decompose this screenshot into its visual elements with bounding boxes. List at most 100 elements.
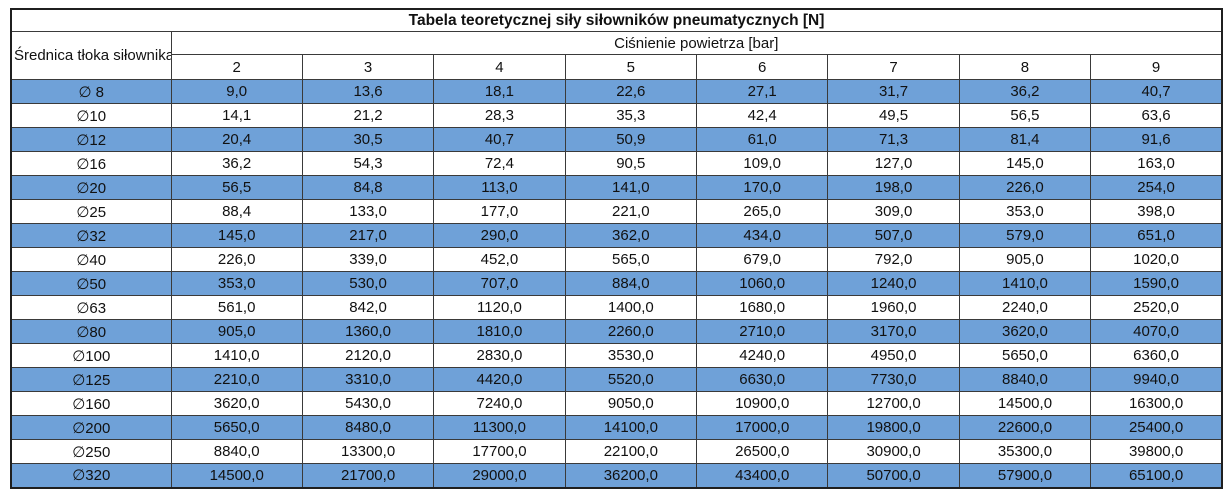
table-row: ∅250 8840,0 13300,0 17700,0 22100,0 26500,0 30…	[10, 439, 1223, 464]
diameter-cell: ∅25	[10, 199, 172, 224]
force-cell: 3620,0	[958, 319, 1092, 344]
force-cell: 177,0	[433, 199, 566, 224]
force-cell: 8840,0	[170, 439, 303, 464]
force-cell: 36,2	[958, 79, 1092, 104]
force-cell: 792,0	[827, 247, 960, 272]
title-row: Tabela teoretycznej siły siłowników pneu…	[10, 8, 1223, 32]
force-cell: 14,1	[170, 103, 303, 128]
force-cell: 71,3	[827, 127, 960, 152]
force-cell: 1240,0	[827, 271, 960, 296]
force-cell: 3620,0	[170, 391, 303, 416]
force-cell: 16300,0	[1090, 391, 1223, 416]
force-cell: 30,5	[301, 127, 435, 152]
force-cell: 22600,0	[958, 415, 1092, 440]
force-cell: 362,0	[564, 223, 698, 248]
table-row: ∅200 5650,0 8480,0 11300,0 14100,0 17000,0 198…	[10, 415, 1223, 440]
diameter-cell: ∅63	[10, 295, 172, 320]
force-cell: 530,0	[301, 271, 435, 296]
force-cell: 36,2	[170, 151, 303, 176]
force-cell: 1410,0	[170, 343, 303, 368]
force-cell: 5430,0	[301, 391, 435, 416]
diameter-cell: ∅12	[10, 127, 172, 152]
force-cell: 265,0	[695, 199, 829, 224]
force-cell: 221,0	[564, 199, 698, 224]
force-cell: 19800,0	[827, 415, 960, 440]
diameter-cell: ∅ 8	[10, 79, 172, 104]
force-cell: 163,0	[1090, 151, 1223, 176]
force-cell: 2210,0	[170, 367, 303, 392]
pressure-col-header: 4	[433, 54, 566, 80]
force-cell: 707,0	[433, 271, 566, 296]
force-cell: 127,0	[827, 151, 960, 176]
table-row: ∅20 56,5 84,8 113,0 141,0 170,0 198,0 226,0 254,…	[10, 175, 1223, 200]
force-cell: 170,0	[695, 175, 829, 200]
diameter-cell: ∅50	[10, 271, 172, 296]
force-cell: 226,0	[958, 175, 1092, 200]
force-cell: 1400,0	[564, 295, 698, 320]
force-cell: 17700,0	[433, 439, 566, 464]
force-cell: 65100,0	[1090, 463, 1223, 488]
force-cell: 141,0	[564, 175, 698, 200]
pressure-group-header: Ciśnienie powietrza [bar]	[170, 31, 1223, 55]
force-cell: 27,1	[695, 79, 829, 104]
force-cell: 198,0	[827, 175, 960, 200]
force-cell: 353,0	[958, 199, 1092, 224]
force-cell: 679,0	[695, 247, 829, 272]
force-cell: 2710,0	[695, 319, 829, 344]
force-cell: 17000,0	[695, 415, 829, 440]
force-cell: 561,0	[170, 295, 303, 320]
force-cell: 145,0	[958, 151, 1092, 176]
force-cell: 13,6	[301, 79, 435, 104]
force-cell: 507,0	[827, 223, 960, 248]
force-cell: 72,4	[433, 151, 566, 176]
diameter-cell: ∅16	[10, 151, 172, 176]
pressure-col-header: 7	[827, 54, 960, 80]
force-cell: 133,0	[301, 199, 435, 224]
force-cell: 35,3	[564, 103, 698, 128]
pressure-col-header: 8	[958, 54, 1092, 80]
force-cell: 21700,0	[301, 463, 435, 488]
table-row: ∅160 3620,0 5430,0 7240,0 9050,0 10900,0 12700…	[10, 391, 1223, 416]
force-cell: 905,0	[170, 319, 303, 344]
force-cell: 905,0	[958, 247, 1092, 272]
table-row: ∅50 353,0 530,0 707,0 884,0 1060,0 1240,0 1410,…	[10, 271, 1223, 296]
force-cell: 90,5	[564, 151, 698, 176]
pressure-values-row: 2 3 4 5 6 7 8 9	[11, 54, 1223, 80]
force-cell: 3170,0	[827, 319, 960, 344]
force-cell: 1410,0	[958, 271, 1092, 296]
force-cell: 31,7	[827, 79, 960, 104]
force-cell: 398,0	[1090, 199, 1223, 224]
force-cell: 434,0	[695, 223, 829, 248]
force-cell: 4070,0	[1090, 319, 1223, 344]
force-cell: 91,6	[1090, 127, 1223, 152]
force-cell: 2830,0	[433, 343, 566, 368]
diameter-cell: ∅32	[10, 223, 172, 248]
force-cell: 1960,0	[827, 295, 960, 320]
force-cell: 5650,0	[170, 415, 303, 440]
table-title: Tabela teoretycznej siły siłowników pneu…	[10, 8, 1223, 32]
force-cell: 579,0	[958, 223, 1092, 248]
force-cell: 8480,0	[301, 415, 435, 440]
force-cell: 4420,0	[433, 367, 566, 392]
force-cell: 4950,0	[827, 343, 960, 368]
pressure-col-header: 2	[170, 54, 303, 80]
force-cell: 57900,0	[958, 463, 1092, 488]
table-row: ∅12 20,4 30,5 40,7 50,9 61,0 71,3 81,4 91,6	[10, 127, 1223, 152]
pressure-col-header: 3	[301, 54, 435, 80]
force-cell: 651,0	[1090, 223, 1223, 248]
force-cell: 18,1	[433, 79, 566, 104]
diameter-cell: ∅20	[10, 175, 172, 200]
force-cell: 40,7	[433, 127, 566, 152]
force-cell: 25400,0	[1090, 415, 1223, 440]
force-cell: 6360,0	[1090, 343, 1223, 368]
table-row: ∅16 36,2 54,3 72,4 90,5 109,0 127,0 145,0 163,0	[10, 151, 1223, 176]
force-cell: 4240,0	[695, 343, 829, 368]
force-cell: 842,0	[301, 295, 435, 320]
force-cell: 20,4	[170, 127, 303, 152]
force-cell: 14100,0	[564, 415, 698, 440]
force-cell: 1120,0	[433, 295, 566, 320]
pressure-col-header: 9	[1090, 54, 1223, 80]
force-cell: 56,5	[958, 103, 1092, 128]
force-cell: 14500,0	[170, 463, 303, 488]
force-cell: 2520,0	[1090, 295, 1223, 320]
